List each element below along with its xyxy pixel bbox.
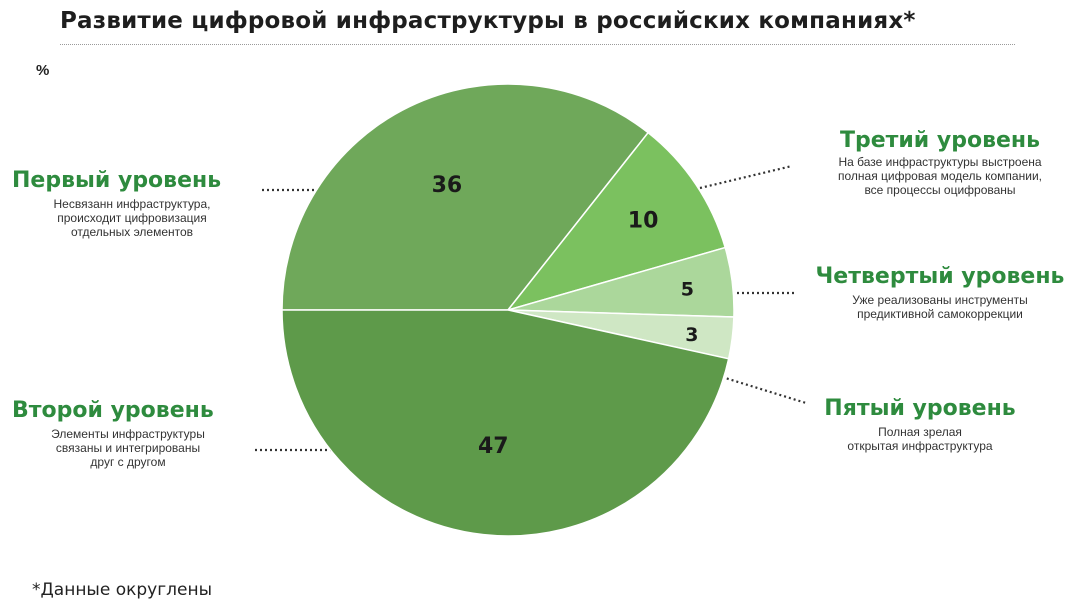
level-5-description: Полная зрелая открытая инфраструктура <box>847 425 993 453</box>
pie-value-label-second: 47 <box>478 434 509 459</box>
level-1-title: Первый уровень <box>12 168 222 193</box>
pie-value-labels: 36 10 5 3 47 <box>432 173 699 459</box>
footnote: *Данные округлены <box>32 580 213 600</box>
pie-value-label-fourth: 5 <box>681 279 694 301</box>
level-4-description: Уже реализованы инструменты предиктивной… <box>852 293 1028 321</box>
level-3-title: Третий уровень <box>839 128 1041 153</box>
level-3-legend: Третий уровень На базе инфраструктуры вы… <box>790 128 1090 197</box>
unit-label: % <box>36 62 50 79</box>
level-4-legend: Четвертый уровень Уже реализованы инстру… <box>790 264 1090 321</box>
level-2-legend: Второй уровень Элементы инфраструктуры с… <box>12 398 252 469</box>
level-1-legend: Первый уровень Несвязанн инфраструктура,… <box>12 168 262 239</box>
pie-value-label-first: 36 <box>432 173 463 198</box>
pie-slice-second <box>281 309 730 537</box>
level-2-title: Второй уровень <box>12 398 214 423</box>
pie-slices <box>281 83 735 537</box>
pie-value-label-third: 10 <box>628 208 659 233</box>
level-5-title: Пятый уровень <box>824 396 1016 421</box>
level-2-description: Элементы инфраструктуры связаны и интегр… <box>51 427 205 469</box>
connector-third <box>699 164 793 190</box>
pie-slice-first <box>281 83 650 311</box>
level-1-description: Несвязанн инфраструктура, происходит циф… <box>53 197 211 239</box>
level-3-description: На базе инфраструктуры выстроена полная … <box>838 155 1042 197</box>
chart-title: Развитие цифровой инфраструктуры в росси… <box>60 8 916 34</box>
level-5-legend: Пятый уровень Полная зрелая открытая инф… <box>790 396 1050 453</box>
pie-slice-third <box>505 131 727 312</box>
pie-value-label-fifth: 3 <box>685 324 698 346</box>
title-divider <box>60 44 1015 45</box>
level-4-title: Четвертый уровень <box>815 264 1065 289</box>
